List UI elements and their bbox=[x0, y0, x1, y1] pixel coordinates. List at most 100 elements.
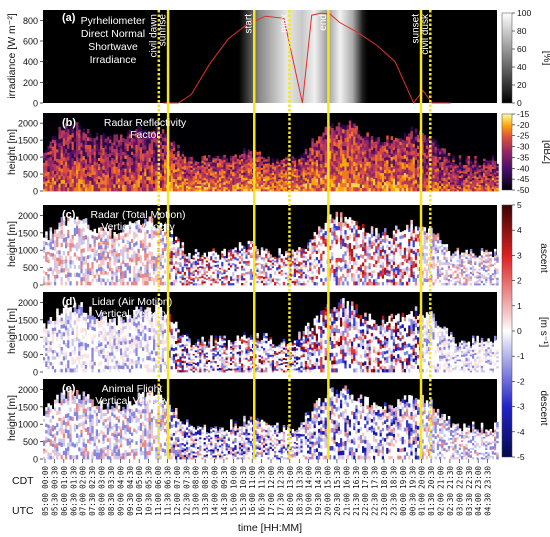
heatmap-cell bbox=[69, 173, 72, 179]
heatmap-cell bbox=[390, 177, 394, 182]
heatmap-cell bbox=[80, 224, 83, 229]
heatmap-cell bbox=[285, 159, 288, 162]
heatmap-cell bbox=[370, 170, 374, 175]
heatmap-cell bbox=[282, 162, 286, 166]
heatmap-cell bbox=[227, 164, 231, 167]
heatmap-cell bbox=[230, 251, 233, 254]
heatmap-cell bbox=[150, 255, 154, 261]
heatmap-cell bbox=[318, 180, 321, 185]
heatmap-cell bbox=[51, 173, 55, 178]
heatmap-cell bbox=[106, 248, 110, 252]
heatmap-cell bbox=[192, 177, 196, 180]
ytick-label: 0 bbox=[33, 187, 38, 197]
heatmap-cell bbox=[465, 169, 468, 172]
heatmap-cell bbox=[355, 158, 358, 163]
heatmap-cell bbox=[331, 123, 334, 128]
heatmap-cell bbox=[54, 170, 57, 175]
heatmap-cell bbox=[269, 275, 273, 278]
heatmap-cell bbox=[390, 143, 394, 147]
heatmap-cell bbox=[335, 166, 339, 172]
heatmap-cell bbox=[227, 267, 231, 270]
heatmap-cell bbox=[344, 158, 347, 163]
heatmap-cell bbox=[298, 179, 301, 182]
heatmap-cell bbox=[410, 171, 413, 176]
heatmap-cell bbox=[491, 159, 495, 163]
heatmap-cell bbox=[331, 127, 334, 133]
heatmap-cell bbox=[357, 160, 361, 165]
heatmap-cell bbox=[62, 172, 66, 177]
heatmap-cell bbox=[324, 158, 328, 164]
heatmap-cell bbox=[465, 175, 468, 179]
heatmap-cell bbox=[87, 156, 90, 161]
heatmap-cell bbox=[381, 188, 385, 192]
heatmap-cell bbox=[265, 266, 268, 270]
heatmap-cell bbox=[117, 246, 121, 250]
heatmap-cell bbox=[159, 253, 163, 259]
heatmap-cell bbox=[73, 168, 77, 173]
heatmap-cell bbox=[80, 150, 83, 155]
heatmap-cell bbox=[359, 136, 363, 141]
heatmap-cell bbox=[60, 251, 64, 256]
heatmap-cell bbox=[179, 178, 182, 181]
heatmap-cell bbox=[265, 271, 268, 275]
heatmap-cell bbox=[170, 160, 174, 164]
heatmap-cell bbox=[45, 172, 48, 176]
heatmap-cell bbox=[300, 168, 303, 172]
heatmap-cell bbox=[392, 165, 396, 170]
heatmap-cell bbox=[414, 148, 418, 153]
heatmap-cell bbox=[483, 176, 486, 180]
heatmap-cell bbox=[98, 188, 101, 192]
heatmap-cell bbox=[133, 164, 136, 169]
heatmap-cell bbox=[122, 274, 125, 279]
heatmap-cell bbox=[113, 152, 116, 156]
heatmap-cell bbox=[267, 188, 270, 192]
heatmap-cell bbox=[388, 157, 391, 161]
heatmap-cell bbox=[421, 140, 424, 145]
heatmap-cell bbox=[324, 154, 328, 160]
heatmap-cell bbox=[214, 169, 218, 172]
heatmap-cell bbox=[126, 154, 130, 159]
heatmap-cell bbox=[133, 261, 136, 267]
heatmap-cell bbox=[139, 162, 143, 168]
heatmap-cell bbox=[179, 255, 182, 258]
heatmap-cell bbox=[95, 147, 99, 152]
heatmap-cell bbox=[456, 168, 460, 171]
heatmap-cell bbox=[221, 274, 224, 277]
heatmap-cell bbox=[494, 164, 497, 167]
heatmap-cell bbox=[236, 158, 240, 161]
heatmap-cell bbox=[386, 135, 389, 140]
heatmap-cell bbox=[194, 189, 198, 192]
heatmap-cell bbox=[469, 173, 473, 176]
heatmap-cell bbox=[245, 271, 248, 275]
heatmap-cell bbox=[388, 154, 391, 158]
heatmap-cell bbox=[236, 168, 240, 172]
heatmap-cell bbox=[487, 181, 490, 184]
heatmap-cell bbox=[245, 161, 248, 164]
heatmap-cell bbox=[164, 273, 167, 278]
heatmap-cell bbox=[441, 180, 444, 184]
heatmap-cell bbox=[278, 166, 281, 169]
heatmap-cell bbox=[474, 171, 477, 174]
heatmap-cell bbox=[223, 266, 226, 270]
heatmap-cell bbox=[175, 183, 178, 187]
heatmap-cell bbox=[172, 249, 176, 253]
heatmap-cell bbox=[102, 165, 105, 170]
heatmap-cell bbox=[51, 142, 55, 147]
heatmap-cell bbox=[377, 143, 380, 148]
heatmap-cell bbox=[172, 265, 176, 269]
heatmap-cell bbox=[181, 153, 185, 157]
heatmap-cell bbox=[65, 273, 68, 278]
heatmap-cell bbox=[329, 150, 332, 155]
heatmap-cell bbox=[155, 186, 158, 192]
heatmap-cell bbox=[302, 186, 306, 189]
heatmap-cell bbox=[65, 225, 68, 230]
heatmap-cell bbox=[106, 237, 110, 242]
heatmap-cell bbox=[282, 187, 286, 190]
heatmap-cell bbox=[124, 281, 127, 286]
heatmap-cell bbox=[238, 247, 242, 251]
heatmap-cell bbox=[197, 262, 200, 265]
heatmap-cell bbox=[205, 269, 209, 272]
heatmap-cell bbox=[177, 276, 180, 280]
heatmap-cell bbox=[280, 162, 284, 165]
heatmap-cell bbox=[43, 243, 46, 247]
